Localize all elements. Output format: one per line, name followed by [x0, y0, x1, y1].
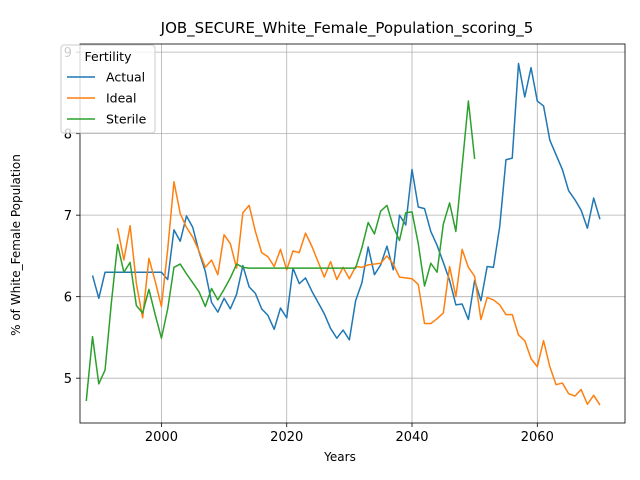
x-tick-label: 2000 — [145, 430, 178, 445]
y-tick-label: 5 — [64, 372, 72, 387]
y-tick-label: 7 — [64, 209, 72, 224]
x-tick-label: 2020 — [270, 430, 303, 445]
x-axis-title: Years — [323, 450, 356, 464]
legend: Fertility Actual Ideal Sterile — [60, 44, 156, 134]
series-line-ideal — [116, 180, 601, 406]
series-lines — [85, 62, 601, 406]
chart-title: JOB_SECURE_White_Female_Population_scori… — [160, 19, 534, 38]
series-line-sterile — [85, 100, 476, 402]
series-line-actual — [91, 62, 601, 341]
y-tick-label: 6 — [64, 291, 72, 306]
y-axis-title: % of White_Female Population — [9, 154, 23, 336]
legend-label-actual: Actual — [106, 70, 145, 85]
grid — [80, 44, 625, 423]
legend-box — [60, 44, 156, 134]
x-tick-label: 2040 — [395, 430, 428, 445]
legend-title: Fertility — [85, 49, 133, 64]
plot-frame — [79, 43, 626, 424]
y-tick-label: 8 — [64, 128, 72, 143]
legend-label-sterile: Sterile — [106, 112, 147, 127]
x-tick-label: 2060 — [521, 430, 554, 445]
legend-label-ideal: Ideal — [106, 91, 136, 106]
